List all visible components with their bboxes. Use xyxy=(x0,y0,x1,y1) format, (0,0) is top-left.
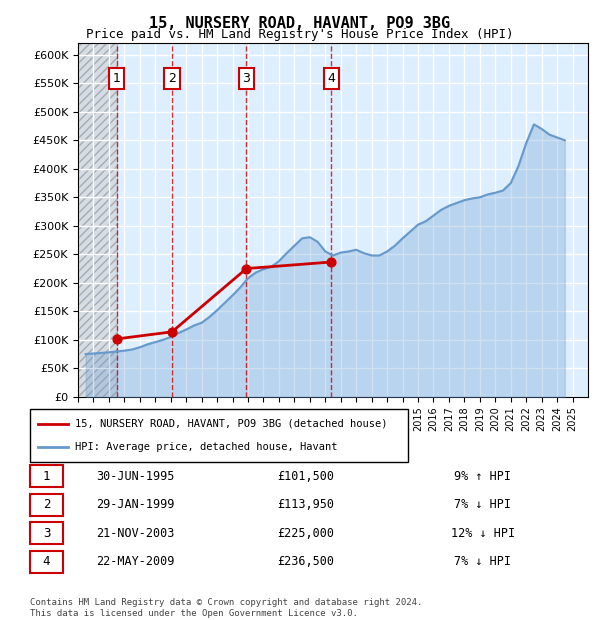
FancyBboxPatch shape xyxy=(30,409,408,462)
Text: 7% ↓ HPI: 7% ↓ HPI xyxy=(454,498,511,511)
FancyBboxPatch shape xyxy=(30,522,63,544)
Text: 7% ↓ HPI: 7% ↓ HPI xyxy=(454,556,511,568)
Text: 9% ↑ HPI: 9% ↑ HPI xyxy=(454,470,511,482)
Text: £225,000: £225,000 xyxy=(277,527,335,539)
Text: £113,950: £113,950 xyxy=(277,498,335,511)
Point xyxy=(326,257,336,267)
Text: £236,500: £236,500 xyxy=(277,556,335,568)
Text: 15, NURSERY ROAD, HAVANT, PO9 3BG (detached house): 15, NURSERY ROAD, HAVANT, PO9 3BG (detac… xyxy=(76,419,388,429)
Point xyxy=(242,264,251,273)
Text: 2: 2 xyxy=(43,498,50,511)
Text: 12% ↓ HPI: 12% ↓ HPI xyxy=(451,527,515,539)
Point xyxy=(167,327,177,337)
FancyBboxPatch shape xyxy=(30,494,63,516)
Text: 3: 3 xyxy=(43,527,50,539)
Text: HPI: Average price, detached house, Havant: HPI: Average price, detached house, Hava… xyxy=(76,442,338,452)
Bar xyxy=(78,43,116,397)
Text: 3: 3 xyxy=(242,73,250,85)
Text: 2: 2 xyxy=(168,73,176,85)
Text: 1: 1 xyxy=(43,470,50,482)
Text: 15, NURSERY ROAD, HAVANT, PO9 3BG: 15, NURSERY ROAD, HAVANT, PO9 3BG xyxy=(149,16,451,30)
Text: 4: 4 xyxy=(43,556,50,568)
Point xyxy=(112,334,121,344)
Text: Price paid vs. HM Land Registry's House Price Index (HPI): Price paid vs. HM Land Registry's House … xyxy=(86,28,514,41)
Text: 29-JAN-1999: 29-JAN-1999 xyxy=(96,498,175,511)
Text: 1: 1 xyxy=(113,73,121,85)
Text: 22-MAY-2009: 22-MAY-2009 xyxy=(96,556,175,568)
Text: 21-NOV-2003: 21-NOV-2003 xyxy=(96,527,175,539)
Text: Contains HM Land Registry data © Crown copyright and database right 2024.
This d: Contains HM Land Registry data © Crown c… xyxy=(30,598,422,618)
FancyBboxPatch shape xyxy=(30,551,63,573)
Text: 30-JUN-1995: 30-JUN-1995 xyxy=(96,470,175,482)
Text: £101,500: £101,500 xyxy=(277,470,335,482)
FancyBboxPatch shape xyxy=(30,465,63,487)
Text: 4: 4 xyxy=(328,73,335,85)
Bar xyxy=(78,43,116,397)
